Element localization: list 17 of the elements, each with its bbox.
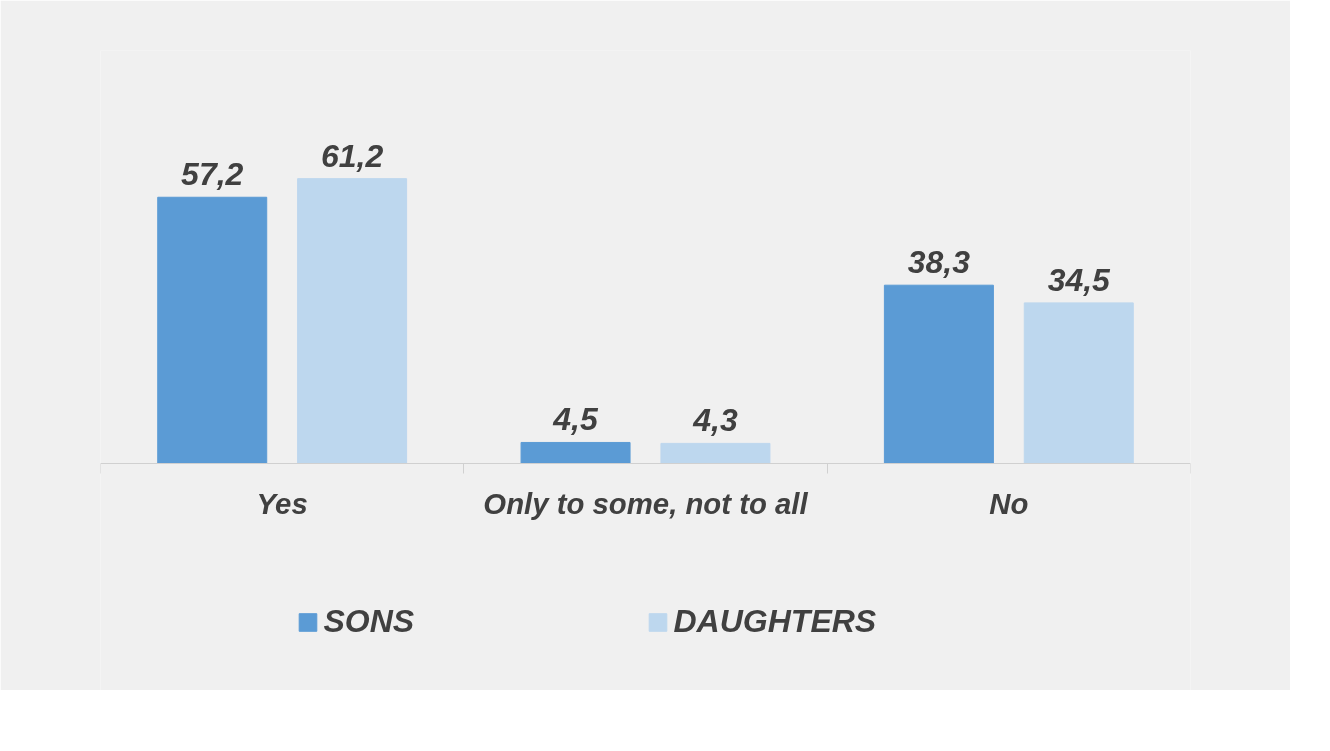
bar — [297, 178, 408, 464]
legend-label: SONS — [323, 603, 416, 640]
data-label: 38,3 — [907, 244, 971, 281]
bar — [157, 196, 268, 464]
data-label: 57,2 — [181, 156, 244, 193]
data-label: 4,3 — [692, 402, 738, 439]
data-label: 4,5 — [552, 401, 599, 438]
bar — [660, 442, 771, 464]
legend-label: DAUGHTERS — [673, 603, 878, 640]
bar — [883, 284, 994, 464]
x-tick-label: Only to some, not to all — [483, 487, 809, 521]
x-tick-label: No — [989, 487, 1029, 521]
data-label: 34,5 — [1047, 261, 1112, 298]
bar — [520, 441, 631, 464]
x-tick-label: Yes — [256, 487, 308, 521]
bar — [1023, 302, 1134, 464]
data-label: 61,2 — [320, 137, 384, 174]
